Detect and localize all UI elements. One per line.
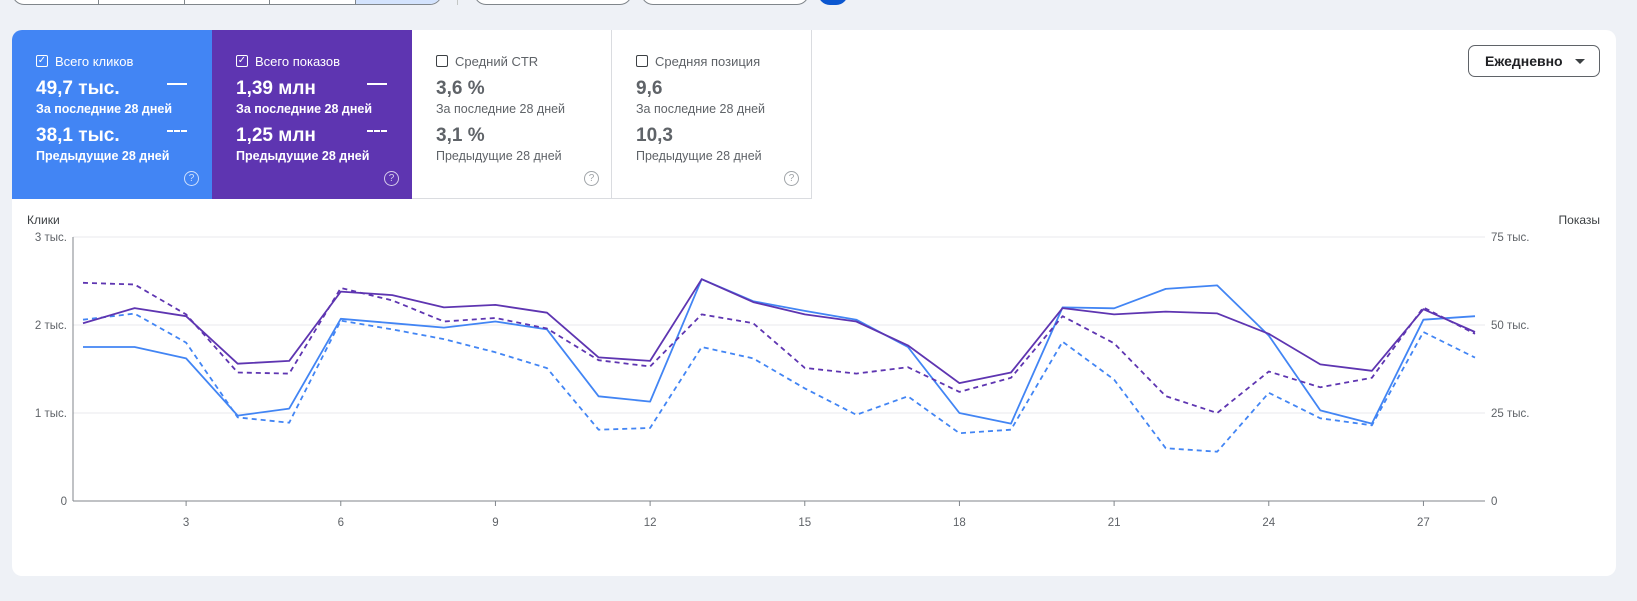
metric-prev-value: 1,25 млн	[236, 125, 316, 146]
legend-solid-line	[367, 83, 387, 85]
legend-dashed-line	[367, 130, 387, 132]
help-circle-icon[interactable]: ?	[384, 171, 399, 186]
legend-dashed-line	[167, 130, 187, 132]
metric-tile-position[interactable]: Средняя позиция 9,6 За последние 28 дней…	[612, 30, 812, 199]
metric-prev-period: Предыдущие 28 дней	[436, 149, 562, 163]
dropdown-selected-value: Ежедневно	[1485, 53, 1563, 69]
metric-tile-impressions[interactable]: ✓ Всего показов 1,39 млн За последние 28…	[212, 30, 412, 199]
date-range-option-selected[interactable]	[356, 0, 441, 4]
date-range-option[interactable]	[270, 0, 357, 4]
date-range-option[interactable]	[185, 0, 271, 4]
checkbox-icon[interactable]	[636, 55, 648, 67]
x-tick-label: 15	[798, 517, 811, 529]
checkbox-icon[interactable]	[436, 55, 448, 67]
x-tick-label: 27	[1417, 517, 1430, 529]
y-right-tick-label: 50 тыс.	[1491, 320, 1529, 332]
impressions-previous-series-line	[82, 281, 1476, 414]
metric-value: 49,7 тыс.	[36, 78, 120, 99]
help-circle-icon[interactable]: ?	[184, 171, 199, 186]
checkbox-icon[interactable]: ✓	[236, 55, 248, 67]
x-tick-label: 24	[1262, 517, 1275, 529]
date-range-selector[interactable]	[12, 0, 442, 5]
metric-prev-value: 38,1 тыс.	[36, 125, 120, 146]
filter-chip[interactable]	[641, 0, 809, 5]
metric-prev-value: 3,1 %	[436, 125, 485, 146]
x-tick-label: 18	[953, 517, 966, 529]
metric-prev-value: 10,3	[636, 125, 673, 146]
metric-period: За последние 28 дней	[36, 102, 173, 116]
checkbox-icon[interactable]: ✓	[36, 55, 48, 67]
y-right-axis-title: Показы	[1559, 213, 1600, 227]
impressions-current-series-line	[82, 278, 1476, 385]
metric-label: Всего показов	[255, 53, 340, 69]
x-tick-label: 6	[338, 517, 344, 529]
toolbar-divider	[457, 0, 458, 5]
metric-value: 9,6	[636, 78, 663, 99]
y-left-tick-label: 2 тыс.	[35, 320, 67, 332]
y-left-axis-title: Клики	[27, 213, 60, 227]
granularity-dropdown[interactable]: Ежедневно	[1468, 45, 1600, 77]
apply-button[interactable]	[818, 0, 848, 5]
metric-tile-ctr[interactable]: Средний CTR 3,6 % За последние 28 дней 3…	[412, 30, 612, 199]
x-tick-label: 9	[492, 517, 498, 529]
caret-down-icon	[1575, 59, 1585, 64]
clicks-current-series-line	[83, 278, 1476, 425]
y-left-tick-label: 3 тыс.	[35, 232, 67, 244]
x-tick-label: 3	[183, 517, 189, 529]
help-circle-icon[interactable]: ?	[784, 171, 799, 186]
metric-value: 3,6 %	[436, 78, 485, 99]
help-circle-icon[interactable]: ?	[584, 171, 599, 186]
metric-period: За последние 28 дней	[236, 102, 373, 116]
metric-tile-clicks[interactable]: ✓ Всего кликов 49,7 тыс. За последние 28…	[12, 30, 212, 199]
performance-chart: 0 0 1 тыс. 25 тыс. 2 тыс. 50 тыс. 3 тыс. 75 тыс…	[27, 213, 1600, 529]
metric-tiles: ✓ Всего кликов 49,7 тыс. За последние 28…	[12, 30, 812, 199]
y-right-tick-label: 75 тыс.	[1491, 232, 1529, 244]
date-range-option[interactable]	[99, 0, 185, 4]
metric-label: Всего кликов	[55, 53, 134, 69]
metric-value: 1,39 млн	[236, 78, 316, 99]
metric-label: Средняя позиция	[655, 53, 761, 69]
clicks-previous-series-line	[82, 312, 1476, 453]
filter-chip[interactable]	[474, 0, 632, 5]
y-right-tick-label: 25 тыс.	[1491, 408, 1529, 420]
y-left-tick-label: 0	[61, 496, 67, 508]
metric-prev-period: Предыдущие 28 дней	[36, 149, 170, 163]
performance-card: ✓ Всего кликов 49,7 тыс. За последние 28…	[12, 30, 1616, 576]
y-right-tick-label: 0	[1491, 496, 1497, 508]
top-toolbar	[0, 0, 1637, 10]
y-left-tick-label: 1 тыс.	[35, 408, 67, 420]
date-range-option[interactable]	[13, 0, 99, 4]
metric-label: Средний CTR	[455, 53, 539, 69]
legend-solid-line	[167, 83, 187, 85]
metric-period: За последние 28 дней	[436, 102, 566, 116]
x-tick-label: 21	[1108, 517, 1121, 529]
metric-prev-period: Предыдущие 28 дней	[636, 149, 762, 163]
x-tick-label: 12	[644, 517, 657, 529]
metric-prev-period: Предыдущие 28 дней	[236, 149, 370, 163]
metric-period: За последние 28 дней	[636, 102, 766, 116]
